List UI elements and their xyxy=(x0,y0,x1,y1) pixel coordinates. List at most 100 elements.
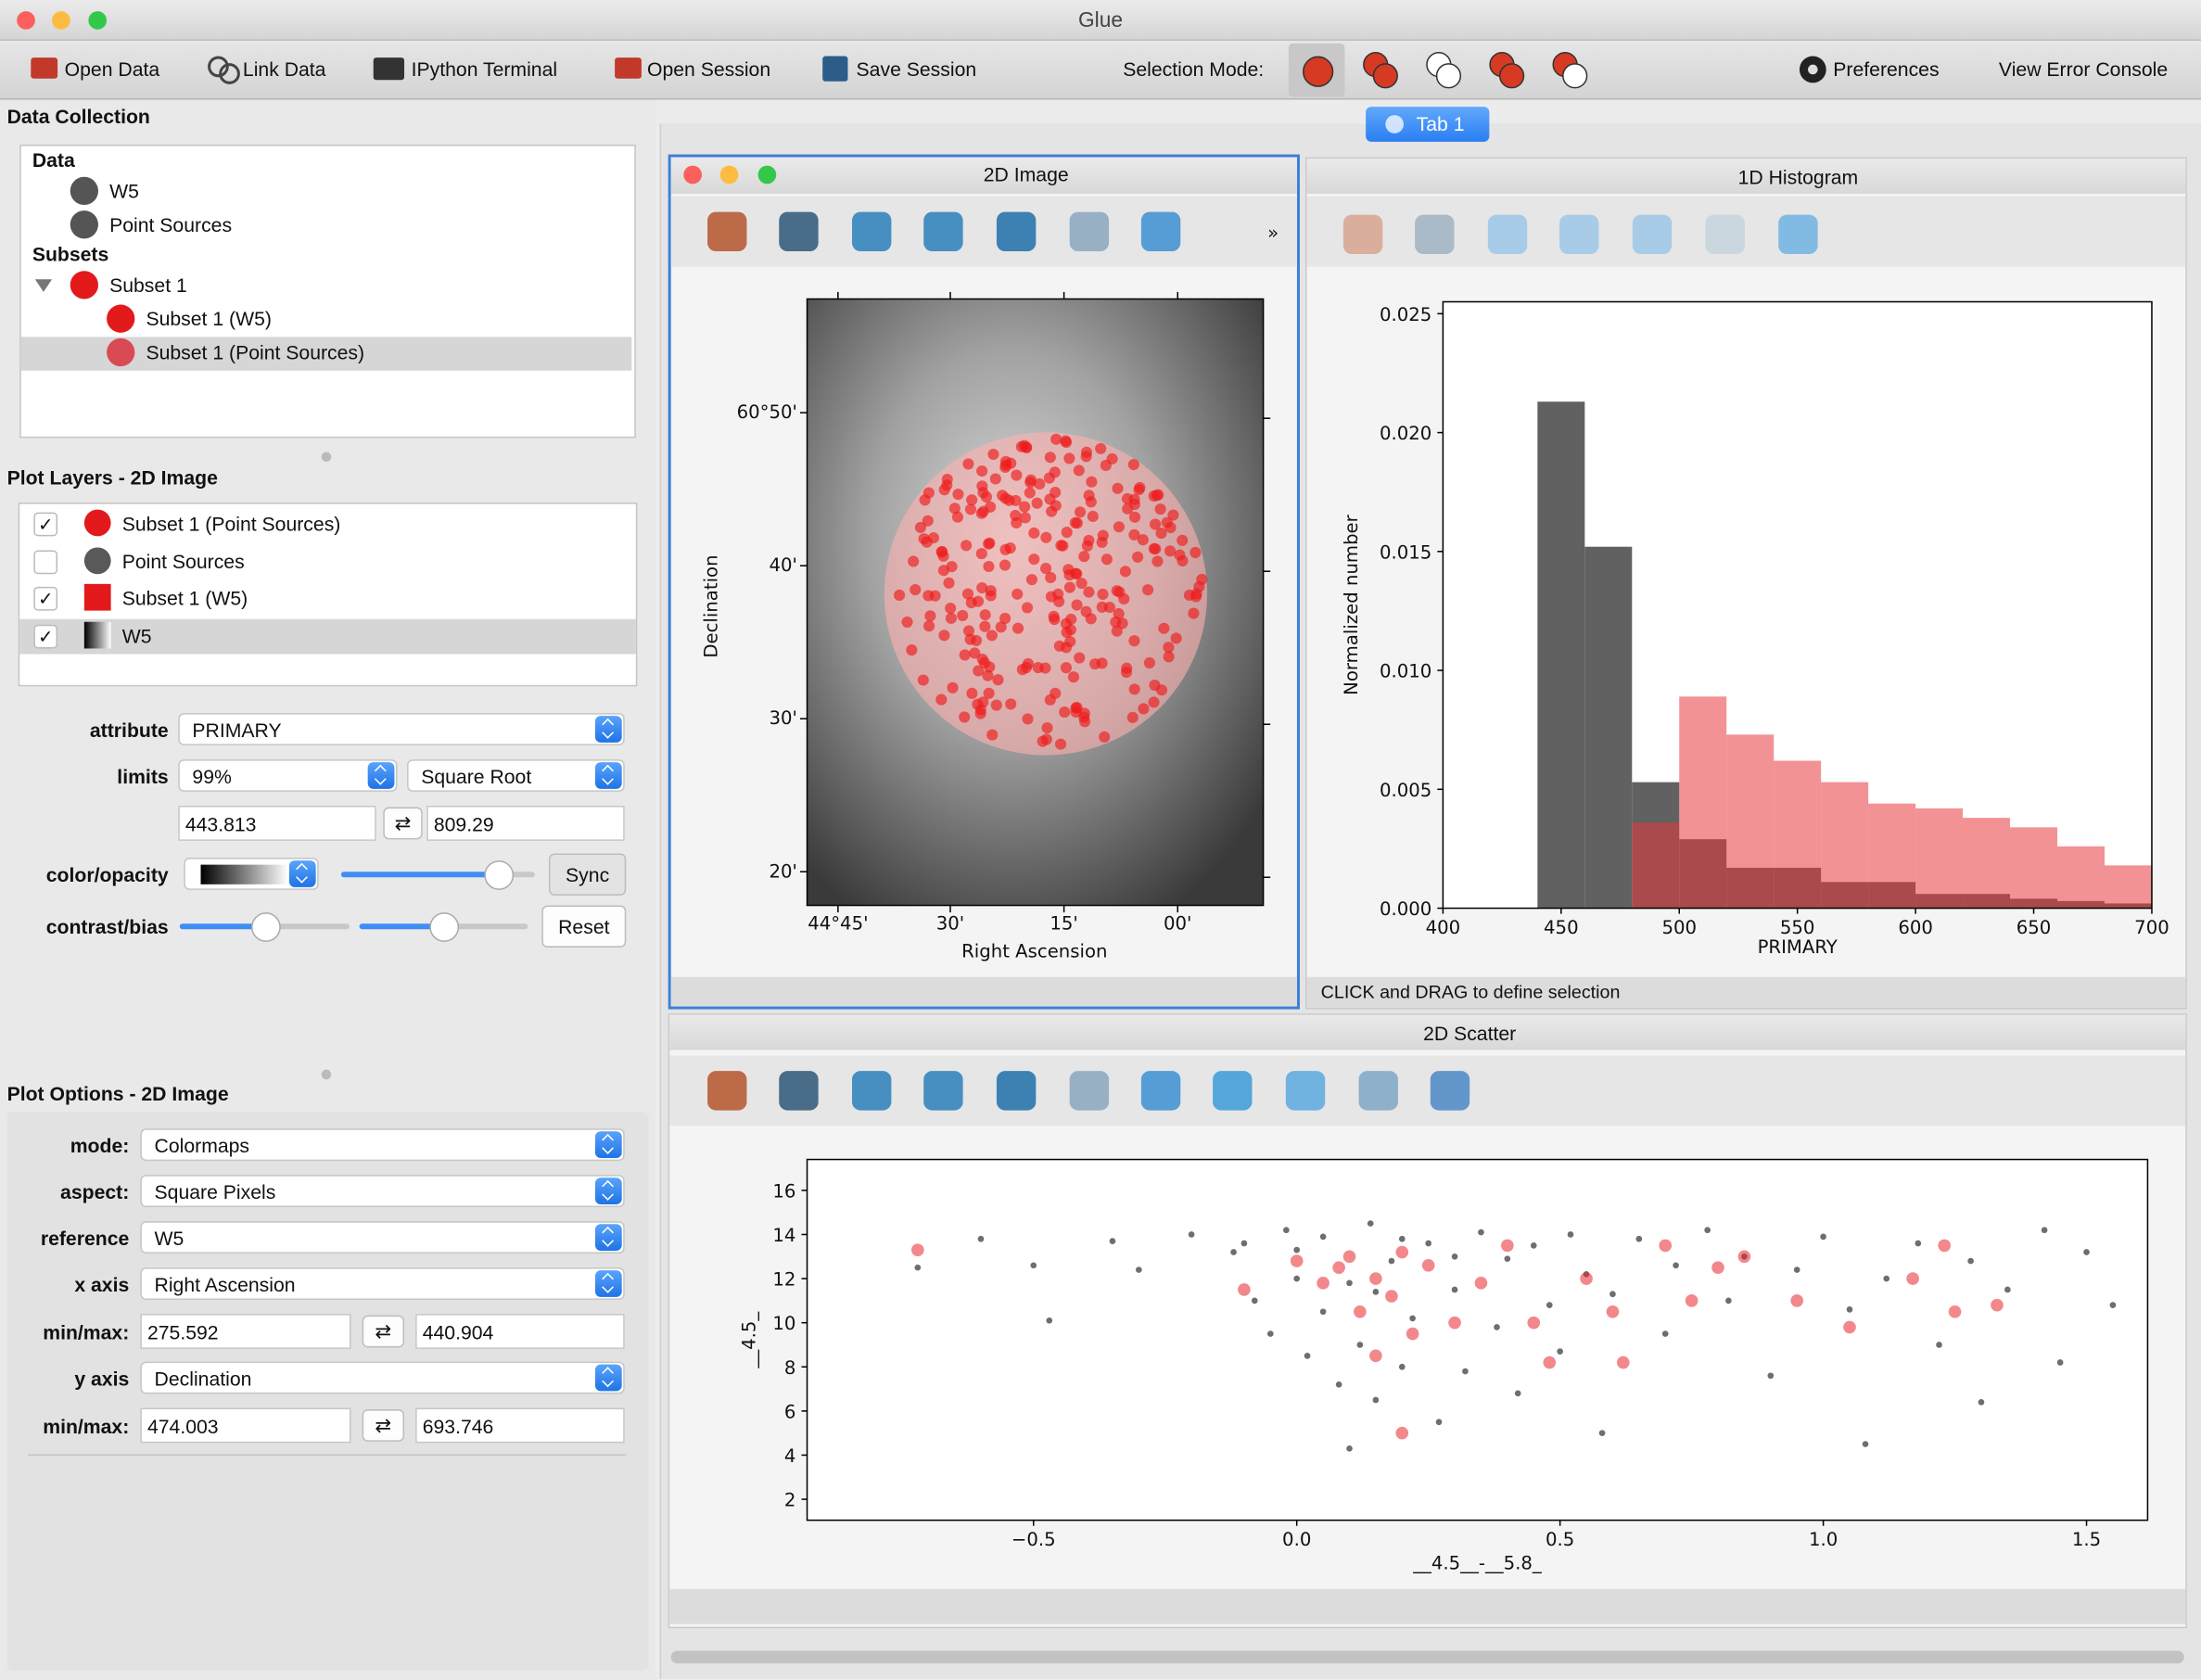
open-session-icon[interactable] xyxy=(615,57,642,79)
image-point xyxy=(1155,684,1168,696)
preferences-button[interactable]: Preferences xyxy=(1833,57,1940,81)
swap-button[interactable]: ⇄ xyxy=(383,807,423,840)
image-point xyxy=(945,602,957,615)
minimize-button[interactable] xyxy=(719,165,739,185)
data-item[interactable]: Point Sources xyxy=(109,213,233,236)
image-point xyxy=(1083,586,1095,598)
zoom-button[interactable] xyxy=(757,165,777,185)
tool-icon xyxy=(1430,1071,1470,1111)
slider-knob[interactable] xyxy=(484,860,515,890)
tool-icon xyxy=(779,1071,819,1111)
limit-min[interactable]: 443.813 xyxy=(178,806,376,841)
mode-difference[interactable] xyxy=(1562,63,1588,89)
attribute-combo[interactable]: PRIMARY xyxy=(178,713,625,745)
toolbar-button[interactable]: Save Session xyxy=(856,57,977,81)
stretch-combo[interactable]: Square Root xyxy=(407,759,625,792)
toolbar-button[interactable]: Open Data xyxy=(64,57,160,81)
open-data-icon[interactable] xyxy=(31,57,58,79)
splitter-handle[interactable] xyxy=(321,1069,332,1080)
mode-combo[interactable]: Colormaps xyxy=(140,1128,625,1162)
data-collection-list xyxy=(19,144,636,439)
toolbar-button[interactable]: IPython Terminal xyxy=(411,57,558,81)
image-point xyxy=(922,515,934,527)
mode-replace[interactable] xyxy=(1302,56,1334,87)
expand-triangle[interactable] xyxy=(34,279,53,292)
y-tick-label: 0.020 xyxy=(1380,423,1431,444)
y-min-input[interactable]: 474.003 xyxy=(140,1407,351,1444)
x-min-input[interactable]: 275.592 xyxy=(140,1314,351,1349)
reset-button[interactable]: Reset xyxy=(541,905,627,948)
scrollbar[interactable] xyxy=(670,1650,2184,1664)
scatter-point xyxy=(1737,1250,1751,1264)
minimize-button[interactable] xyxy=(52,11,70,30)
subset-item[interactable]: Subset 1 (Point Sources) xyxy=(146,340,365,364)
scatter-point xyxy=(1514,1390,1521,1397)
tool-icon xyxy=(1632,214,1673,255)
percentile-combo[interactable]: 99% xyxy=(178,759,398,792)
data-item[interactable]: W5 xyxy=(109,179,139,203)
swap-button[interactable]: ⇄ xyxy=(362,1315,405,1348)
layer-name[interactable]: W5 xyxy=(121,623,152,647)
image-point xyxy=(1011,588,1024,600)
checkbox[interactable] xyxy=(33,549,58,574)
image-point xyxy=(1050,500,1062,512)
image-point xyxy=(1154,503,1166,515)
image-point xyxy=(1080,451,1092,463)
error-console-button[interactable]: View Error Console xyxy=(1998,57,2169,81)
tab-close[interactable] xyxy=(1385,115,1404,134)
subset-item[interactable]: Subset 1 (W5) xyxy=(146,307,272,330)
image-point xyxy=(917,674,929,686)
zoom-button[interactable] xyxy=(88,11,108,30)
layer-name[interactable]: Point Sources xyxy=(121,549,245,572)
y-tick-label: 0.015 xyxy=(1380,541,1431,563)
checkbox[interactable]: ✓ xyxy=(33,512,58,537)
tab-label[interactable]: Tab 1 xyxy=(1416,112,1465,135)
layer-name[interactable]: Subset 1 (Point Sources) xyxy=(121,512,341,535)
close-button[interactable] xyxy=(683,165,702,185)
image-point xyxy=(1164,545,1177,557)
subset-item[interactable]: Subset 1 xyxy=(109,274,187,297)
scatter-point xyxy=(1504,1255,1511,1262)
swap-button[interactable]: ⇄ xyxy=(362,1409,405,1442)
y-axis-combo[interactable]: Declination xyxy=(140,1361,625,1394)
opacity-slider[interactable] xyxy=(340,872,535,878)
reference-combo[interactable]: W5 xyxy=(140,1221,625,1254)
x-axis-combo[interactable]: Right Ascension xyxy=(140,1267,625,1300)
y-max-input[interactable]: 693.746 xyxy=(415,1407,625,1444)
slider-knob[interactable] xyxy=(429,912,460,942)
colormap-combo[interactable] xyxy=(184,858,319,890)
image-point xyxy=(1063,452,1075,465)
list-header: Data xyxy=(32,148,75,172)
image-point xyxy=(1061,626,1073,639)
scatter-point xyxy=(1398,1363,1406,1370)
layer-icon xyxy=(83,583,111,611)
option-label: mode: xyxy=(70,1134,130,1157)
limit-max[interactable]: 809.29 xyxy=(426,806,625,841)
y-tick-label: 6 xyxy=(784,1401,796,1422)
image-point xyxy=(1128,511,1141,523)
close-button[interactable] xyxy=(17,11,35,30)
checkbox[interactable]: ✓ xyxy=(33,623,58,648)
link-icon[interactable] xyxy=(219,63,240,84)
splitter-handle[interactable] xyxy=(321,452,332,463)
slider-knob[interactable] xyxy=(251,912,281,942)
tab[interactable]: Tab 1 xyxy=(1366,107,1490,142)
layer-name[interactable]: Subset 1 (W5) xyxy=(121,586,248,610)
x-tick-label: 1.5 xyxy=(2072,1529,2101,1550)
aspect-combo[interactable]: Square Pixels xyxy=(140,1175,625,1208)
image-point xyxy=(894,589,906,602)
mode-union[interactable] xyxy=(1372,63,1398,89)
toolbar-button[interactable]: Open Session xyxy=(646,57,771,81)
mode-xor[interactable] xyxy=(1498,63,1525,89)
scatter-point xyxy=(1790,1294,1804,1307)
x-max-input[interactable]: 440.904 xyxy=(415,1314,625,1349)
sync-button[interactable]: Sync xyxy=(548,853,627,896)
mode-intersection[interactable] xyxy=(1435,63,1462,89)
image-point xyxy=(1190,546,1202,558)
scatter-point xyxy=(1451,1286,1458,1293)
image-point xyxy=(1081,540,1093,552)
toolbar-button[interactable]: Link Data xyxy=(242,57,326,81)
checkbox[interactable]: ✓ xyxy=(33,586,58,611)
save-icon[interactable] xyxy=(822,56,848,82)
terminal-icon[interactable] xyxy=(373,57,405,81)
